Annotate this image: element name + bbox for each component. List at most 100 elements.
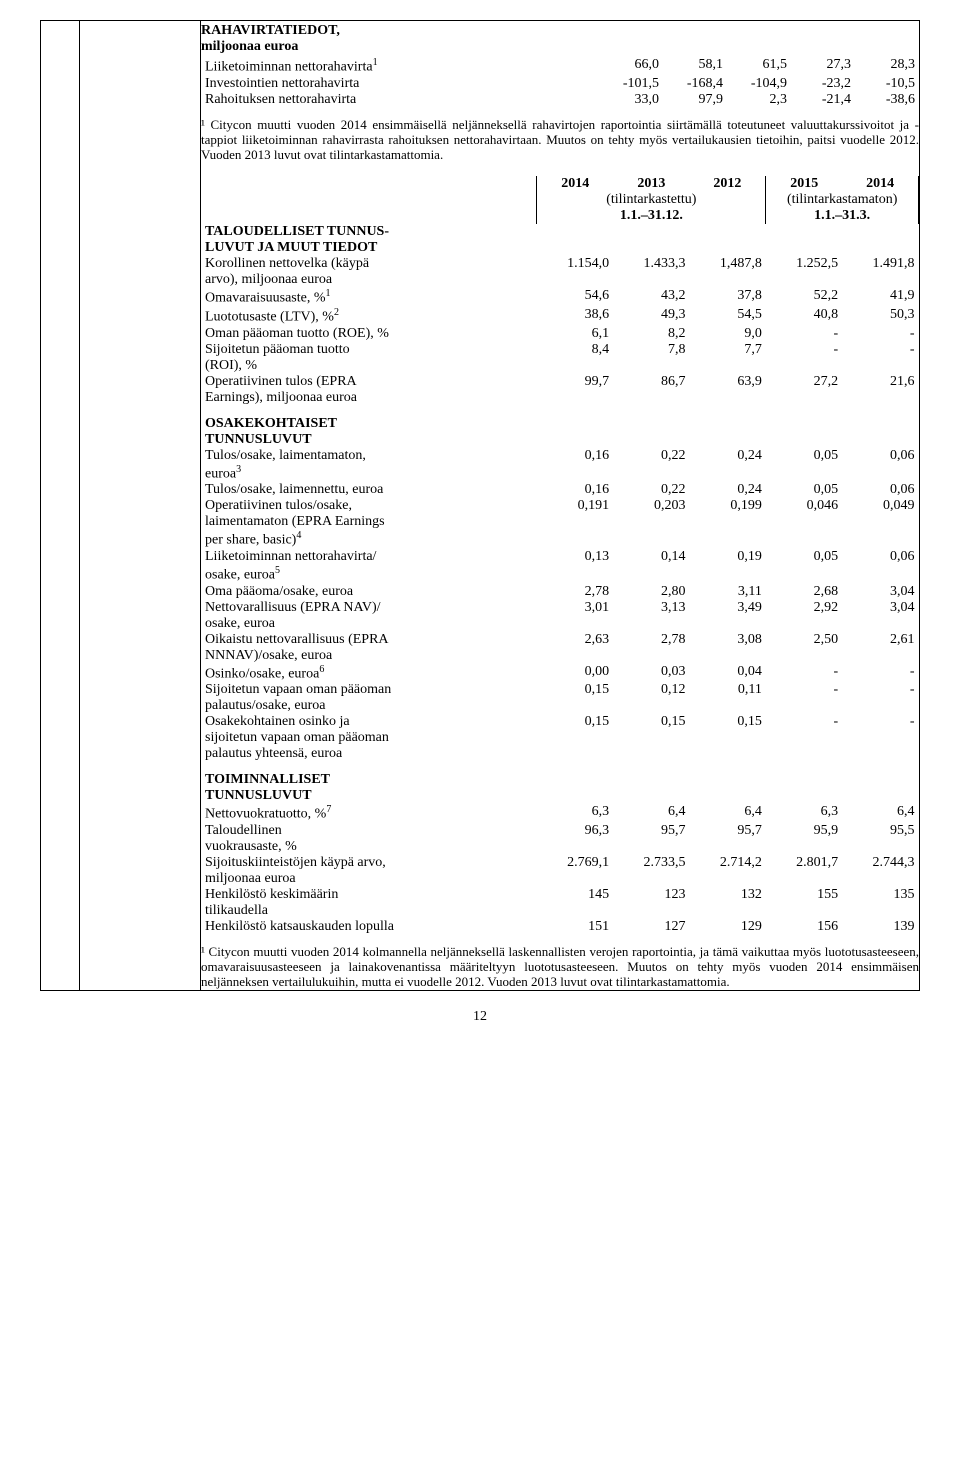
fin-row-label: Luototusaste (LTV), %2 — [201, 307, 537, 326]
cashflow-table: Liiketoiminnan nettorahavirta166,058,161… — [201, 57, 919, 108]
fin-row: Luototusaste (LTV), %238,649,354,540,850… — [201, 307, 919, 326]
fin-value: 0,16 — [537, 482, 613, 498]
cashflow-row-label: Liiketoiminnan nettorahavirta1 — [201, 57, 599, 76]
fin-value: 52,2 — [766, 288, 842, 307]
fin-value: 0,05 — [766, 482, 842, 498]
fin-row-label: Tulos/osake, laimentamaton,euroa3 — [201, 448, 537, 483]
fin-row: Osakekohtainen osinko jasijoitetun vapaa… — [201, 714, 919, 762]
cashflow-title: RAHAVIRTATIEDOT, — [201, 23, 919, 39]
fin-row: Sijoituskiinteistöjen käypä arvo,miljoon… — [201, 855, 919, 887]
fin-value: - — [842, 342, 918, 374]
fin-value: 0,11 — [690, 682, 766, 714]
fin-value: 0,06 — [842, 482, 918, 498]
fin-value: 2.801,7 — [766, 855, 842, 887]
period-left: 1.1.–31.12. — [537, 208, 766, 224]
section-header: TUNNUSLUVUT — [201, 788, 537, 804]
fin-value: 2,78 — [613, 632, 689, 664]
cashflow-value: -104,9 — [727, 76, 791, 92]
section-header: OSAKEKOHTAISET — [201, 416, 537, 432]
fin-value: 1.491,8 — [842, 256, 918, 288]
fin-row: Taloudellinenvuokrausaste, %96,395,795,7… — [201, 823, 919, 855]
cashflow-value: 2,3 — [727, 92, 791, 108]
fin-value: 2,78 — [537, 584, 613, 600]
fin-value: 7,7 — [690, 342, 766, 374]
fin-value: 0,203 — [613, 498, 689, 549]
fin-value: 0,046 — [766, 498, 842, 549]
fin-value: 145 — [537, 887, 613, 919]
fin-value: 96,3 — [537, 823, 613, 855]
cashflow-value: 66,0 — [599, 57, 663, 76]
cashflow-value: -168,4 — [663, 76, 727, 92]
cashflow-row-label: Investointien nettorahavirta — [201, 76, 599, 92]
fin-value: 95,7 — [690, 823, 766, 855]
fin-value: 0,16 — [537, 448, 613, 483]
fin-row-label: Sijoitetun vapaan oman pääomanpalautus/o… — [201, 682, 537, 714]
fin-row: Operatiivinen tulos/osake,laimentamaton … — [201, 498, 919, 549]
fin-value: 3,49 — [690, 600, 766, 632]
fin-value: 0,15 — [690, 714, 766, 762]
cashflow-value: -10,5 — [855, 76, 919, 92]
fin-value: 0,24 — [690, 448, 766, 483]
period-right: 1.1.–31.3. — [766, 208, 919, 224]
fin-value: - — [842, 326, 918, 342]
cashflow-value: 28,3 — [855, 57, 919, 76]
fin-row: Henkilöstö keskimäärintilikaudella145123… — [201, 887, 919, 919]
fin-value: 0,00 — [537, 664, 613, 683]
section-header: LUVUT JA MUUT TIEDOT — [201, 240, 537, 256]
section-header: TALOUDELLISET TUNNUS- — [201, 224, 537, 240]
fin-row-label: Operatiivinen tulos (EPRAEarnings), milj… — [201, 374, 537, 406]
fin-row-label: Tulos/osake, laimennettu, euroa — [201, 482, 537, 498]
cashflow-value: 58,1 — [663, 57, 727, 76]
fin-value: 38,6 — [537, 307, 613, 326]
fin-value: 6,4 — [613, 804, 689, 823]
fin-value: 0,13 — [537, 549, 613, 584]
fin-value: 1.433,3 — [613, 256, 689, 288]
fin-value: 6,1 — [537, 326, 613, 342]
fin-value: 139 — [842, 919, 918, 935]
fin-row: Osinko/osake, euroa60,000,030,04-- — [201, 664, 919, 683]
fin-value: 27,2 — [766, 374, 842, 406]
fin-value: 0,12 — [613, 682, 689, 714]
fin-row: Nettovuokratuotto, %76,36,46,46,36,4 — [201, 804, 919, 823]
fin-value: 129 — [690, 919, 766, 935]
fin-value: 2,92 — [766, 600, 842, 632]
year-2015-header: 2015 — [766, 176, 842, 192]
fin-row: Tulos/osake, laimentamaton,euroa30,16 0,2… — [201, 448, 919, 483]
fin-value: 0,06 — [842, 549, 918, 584]
mid-margin-cell — [80, 21, 201, 991]
fin-value: 0,05 — [766, 448, 842, 483]
fin-value: 0,19 — [690, 549, 766, 584]
fin-value: 54,5 — [690, 307, 766, 326]
fin-value: 3,11 — [690, 584, 766, 600]
fin-row: Oman pääoman tuotto (ROE), %6,18,29,0-- — [201, 326, 919, 342]
fin-value: 0,191 — [537, 498, 613, 549]
fin-value: 95,7 — [613, 823, 689, 855]
cashflow-row-label: Rahoituksen nettorahavirta — [201, 92, 599, 108]
fin-row-label: Nettovarallisuus (EPRA NAV)/osake, euroa — [201, 600, 537, 632]
fin-row-label: Korollinen nettovelka (käypäarvo), miljo… — [201, 256, 537, 288]
fin-row: Omavaraisuusaste, %154,643,237,852,241,9 — [201, 288, 919, 307]
section-header: TUNNUSLUVUT — [201, 432, 537, 448]
fin-value: - — [842, 664, 918, 683]
fin-row-label: Sijoitetun pääoman tuotto(ROI), % — [201, 342, 537, 374]
fin-value: 50,3 — [842, 307, 918, 326]
fin-value: 6,3 — [537, 804, 613, 823]
fin-row-label: Oma pääoma/osake, euroa — [201, 584, 537, 600]
fin-value: 2,63 — [537, 632, 613, 664]
fin-value: 2.714,2 — [690, 855, 766, 887]
fin-value: 86,7 — [613, 374, 689, 406]
fin-value: 3,04 — [842, 600, 918, 632]
fin-value: 40,8 — [766, 307, 842, 326]
fin-value: 132 — [690, 887, 766, 919]
fin-row: Oma pääoma/osake, euroa2,782,803,112,683… — [201, 584, 919, 600]
cashflow-value: 97,9 — [663, 92, 727, 108]
fin-value: 6,3 — [766, 804, 842, 823]
fin-value: 0,14 — [613, 549, 689, 584]
fin-row-label: Oman pääoman tuotto (ROE), % — [201, 326, 537, 342]
fin-value: 3,04 — [842, 584, 918, 600]
year-2013-header: 2013 — [613, 176, 689, 192]
financial-table: 2014 2013 2012 2015 2014 (tilintarkastet… — [201, 176, 919, 935]
cashflow-subtitle: miljoonaa euroa — [201, 39, 919, 55]
fin-value: 3,13 — [613, 600, 689, 632]
fin-value: 95,5 — [842, 823, 918, 855]
